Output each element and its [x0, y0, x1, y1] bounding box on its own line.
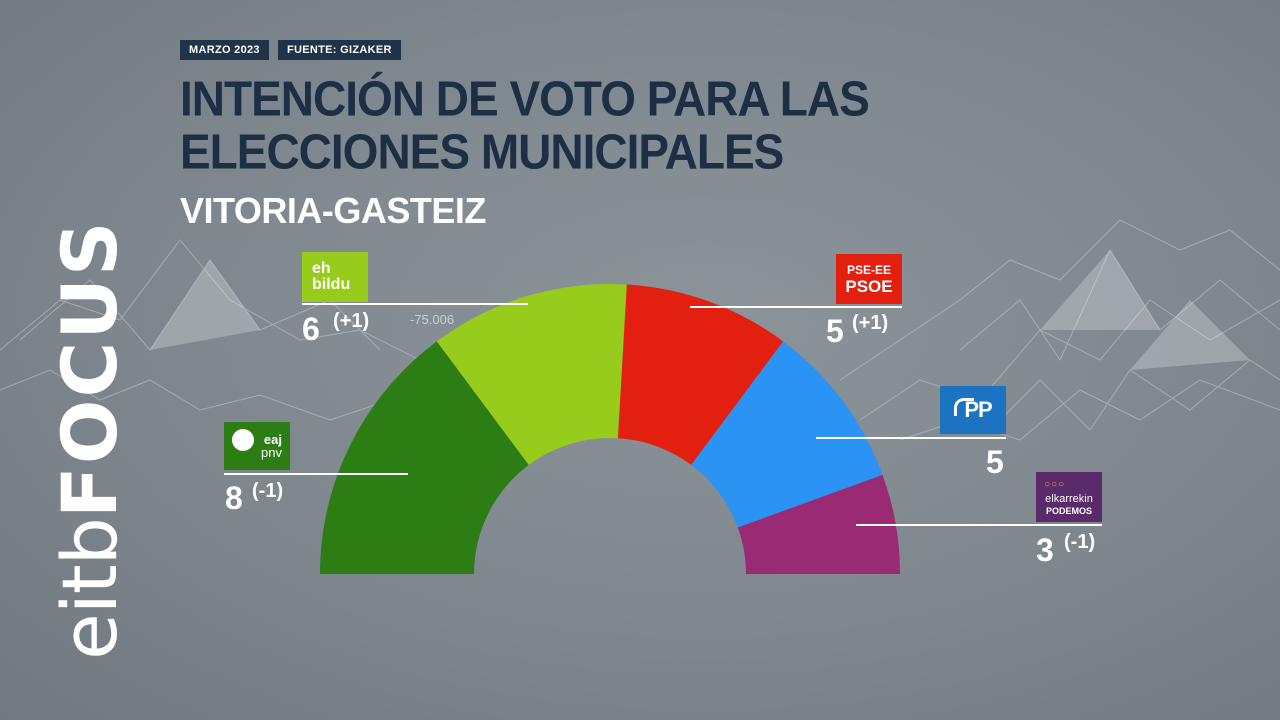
logo-pse-ee: PSE-EE PSOE [836, 254, 902, 304]
seats-eaj-pnv: 8 [225, 480, 243, 516]
hemicycle-segment-pse-ee [617, 284, 784, 465]
seats-pp: 5 [986, 444, 1004, 480]
change-pse-ee: (+1) [852, 312, 889, 334]
chart-subtitle: VITORIA-GASTEIZ [180, 190, 486, 231]
seats-podemos: 3 [1036, 532, 1054, 568]
chart-title: INTENCIÓN DE VOTO PARA LAS ELECCIONES MU… [180, 70, 870, 180]
hemicycle-segment-eh-bildu [436, 283, 627, 465]
seats-pse-ee: 5 [826, 313, 844, 349]
hemicycle-segment-podemos [737, 474, 900, 574]
leader-pp [816, 437, 1006, 439]
logo-eh-bildu: eh bildu [302, 252, 368, 302]
podemos-circles-icon: ○○○ [1044, 479, 1066, 490]
seats-eh-bildu: 6 [302, 311, 320, 347]
source-tag: FUENTE: GIZAKER [278, 40, 401, 60]
annotation-value: -75.006 [410, 312, 455, 327]
logo-eaj-pnv: eaj pnv [224, 422, 290, 470]
eaj-pnv-logo-icon [232, 429, 254, 451]
leader-eh-bildu [302, 303, 528, 305]
pp-gull-icon [954, 398, 974, 416]
change-eaj-pnv: (-1) [252, 480, 284, 502]
hemicycle-segment-eaj-pnv [320, 341, 529, 574]
leader-eaj-pnv [224, 473, 408, 475]
change-podemos: (-1) [1064, 531, 1096, 553]
leader-podemos [856, 524, 1102, 526]
date-tag: MARZO 2023 [180, 40, 269, 60]
logo-pp: PP [940, 386, 1006, 434]
logo-podemos: ○○○ elkarrekin PODEMOS [1036, 472, 1102, 522]
change-eh-bildu: (+1) [333, 310, 370, 332]
hemicycle-segment-pp [691, 341, 883, 528]
leader-pse-ee [690, 306, 902, 308]
